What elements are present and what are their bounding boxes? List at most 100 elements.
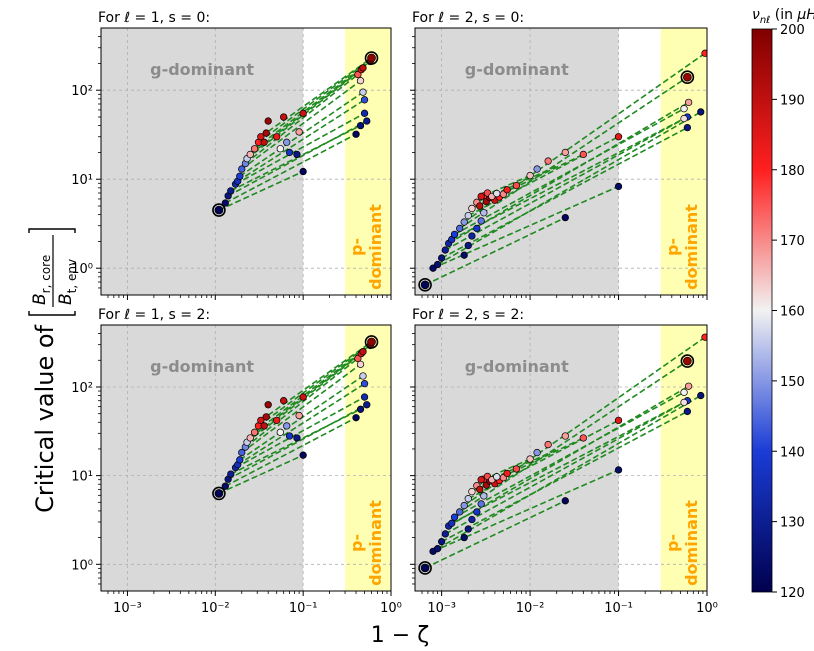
colorbar-tick-label: 190	[780, 93, 805, 108]
colorbar-ticks: 120 130 140 150 160 170 180 190 200	[772, 23, 805, 601]
x-tick-label: 10⁻¹	[604, 601, 633, 616]
data-point	[684, 98, 693, 107]
x-tick-label: 10⁻¹	[289, 601, 318, 616]
data-point	[356, 121, 365, 130]
data-point	[273, 133, 281, 141]
data-points	[418, 333, 707, 575]
g-dominant-label: g-dominant	[150, 357, 254, 376]
mode-line	[218, 454, 304, 495]
mode-line	[224, 133, 357, 204]
data-point	[359, 348, 367, 356]
data-point	[493, 473, 501, 481]
x-tick-label: 10⁰	[380, 601, 402, 616]
data-point	[456, 224, 464, 233]
data-point	[246, 434, 254, 442]
data-point	[257, 416, 265, 425]
data-point	[460, 218, 468, 226]
highlight-ring	[212, 486, 226, 501]
data-point	[683, 72, 692, 82]
mode-line	[424, 216, 566, 286]
data-point	[360, 393, 369, 401]
data-point	[285, 432, 294, 440]
mode-line	[235, 396, 365, 469]
data-point	[356, 77, 365, 85]
data-point	[697, 391, 705, 400]
mode-line	[437, 111, 702, 266]
data-point	[352, 414, 360, 422]
data-point	[264, 117, 272, 125]
data-point	[295, 411, 303, 420]
p-dominant-label-line2: dominant	[366, 204, 385, 290]
data-point	[437, 538, 446, 546]
data-point	[356, 360, 365, 368]
data-point	[441, 530, 449, 538]
data-point	[354, 70, 362, 79]
highlight-ring	[364, 51, 379, 65]
mode-line	[441, 410, 688, 543]
data-point	[579, 434, 587, 442]
p-dominant-label-line2: dominant	[682, 204, 701, 290]
data-point	[299, 109, 307, 117]
data-point	[273, 416, 281, 425]
mode-line	[249, 67, 364, 156]
p-dominant-label-line1: p-	[347, 534, 366, 552]
g-dominant-label: g-dominant	[465, 357, 569, 376]
mode-line	[451, 401, 685, 525]
mode-line	[230, 408, 361, 475]
data-point	[367, 53, 376, 63]
data-point	[526, 455, 534, 463]
colorbar-tick-label: 150	[780, 375, 805, 390]
data-point	[250, 428, 259, 436]
p-dominant-label-line2: dominant	[682, 500, 701, 586]
x-tick-label: 10⁻²	[201, 601, 230, 616]
data-point	[477, 500, 485, 508]
data-point	[473, 508, 481, 516]
data-point	[684, 382, 693, 390]
data-point	[276, 428, 284, 436]
data-point	[544, 157, 552, 165]
colorbar-tick-label: 200	[780, 23, 805, 38]
highlight-ring	[418, 561, 432, 575]
axis-ticks	[96, 333, 392, 596]
data-point	[477, 217, 485, 225]
colorbar-gradient	[751, 28, 773, 593]
x-tick-label: 10⁻³	[427, 601, 456, 616]
axis-ticks	[96, 36, 392, 300]
data-point	[477, 476, 485, 484]
mode-line	[237, 99, 366, 182]
data-point	[526, 171, 534, 180]
data-point	[456, 508, 464, 516]
data-point	[561, 497, 569, 505]
data-point	[468, 515, 476, 524]
data-point	[360, 109, 369, 117]
data-point	[614, 466, 623, 474]
axes-frame	[414, 27, 708, 296]
data-point	[262, 413, 270, 421]
mode-line	[424, 500, 566, 569]
g-dominant-region	[101, 325, 304, 591]
data-point	[299, 167, 307, 176]
gridlines	[415, 325, 707, 591]
axis-ticks	[410, 333, 708, 596]
data-points	[418, 49, 707, 292]
data-point	[295, 128, 303, 136]
data-point	[480, 492, 488, 500]
mode-line	[444, 116, 688, 251]
colorbar-tick-label: 140	[780, 445, 805, 460]
colorbar-tick-label: 120	[780, 586, 805, 601]
mode-line	[437, 394, 702, 550]
x-axis-label: 1 − ζ	[371, 623, 429, 648]
y-axis-label-denominator: Bt, env	[56, 259, 79, 305]
axes-frame	[100, 324, 392, 592]
data-point	[680, 398, 688, 407]
y-tick-label: 10⁰	[71, 262, 93, 277]
data-point	[680, 105, 688, 113]
data-point	[450, 513, 459, 521]
data-point	[544, 440, 552, 449]
mode-line	[224, 416, 357, 487]
data-point	[221, 482, 229, 490]
data-point	[683, 123, 692, 132]
mode-lines	[424, 336, 706, 569]
mode-line	[241, 363, 361, 454]
